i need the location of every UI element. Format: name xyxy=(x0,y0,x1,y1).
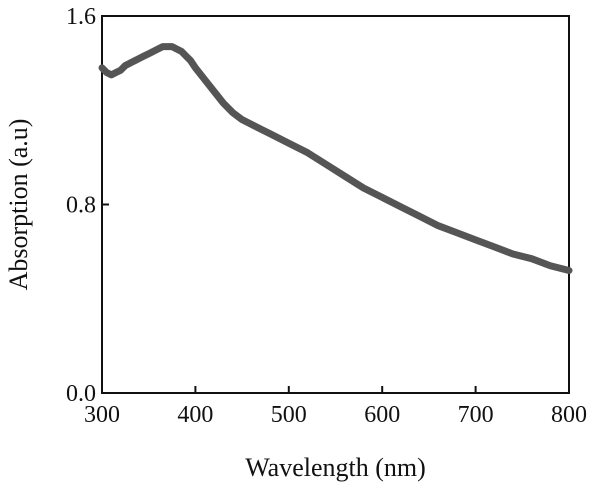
y-tick-label: 0.0 xyxy=(66,381,96,407)
absorption-series-line xyxy=(98,43,573,274)
ticks-layer: 300 400 500 600 700 800 0.0 0.8 1.6 xyxy=(66,4,587,428)
plot-frame xyxy=(101,15,570,394)
x-tick-label: 600 xyxy=(364,402,400,428)
x-tick-label: 700 xyxy=(458,402,494,428)
x-tick-label: 500 xyxy=(271,402,307,428)
x-tick-label: 800 xyxy=(551,402,587,428)
y-tick-label: 1.6 xyxy=(66,4,96,30)
x-tick-label: 400 xyxy=(177,402,213,428)
x-tick-label: 300 xyxy=(84,402,120,428)
data-layer xyxy=(98,43,573,274)
y-axis-title: Absorption (a.u) xyxy=(4,119,33,291)
x-axis-title: Wavelength (nm) xyxy=(245,453,426,482)
y-tick-label: 0.8 xyxy=(66,193,96,219)
